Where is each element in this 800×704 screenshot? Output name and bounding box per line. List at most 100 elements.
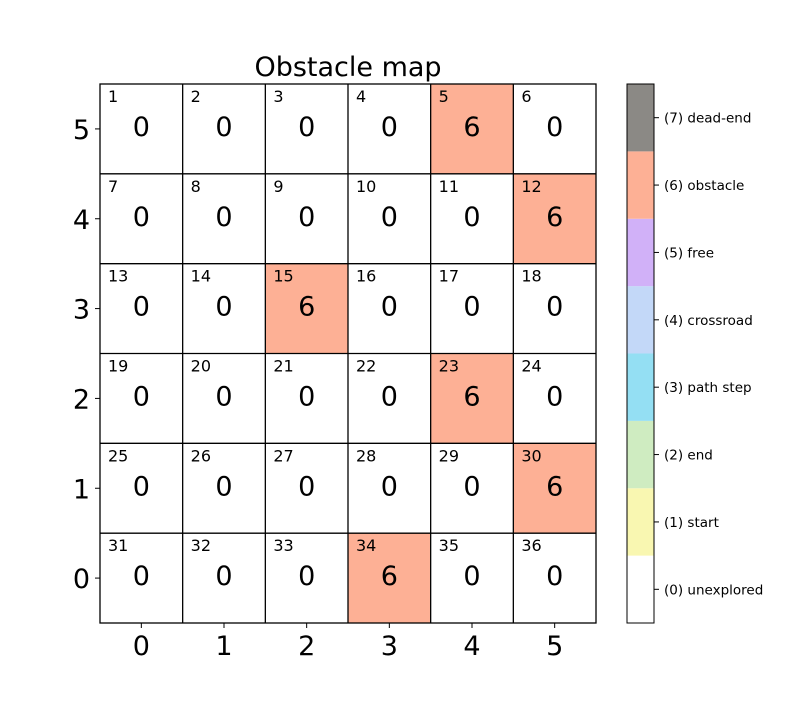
- heatmap-cell: 34 6: [348, 533, 431, 623]
- colorbar-label: (6) obstacle: [664, 178, 744, 194]
- cell-id-label: 35: [439, 536, 459, 555]
- cell-id-label: 6: [521, 87, 531, 106]
- cell-value-label: 0: [463, 561, 480, 592]
- cell-id-label: 27: [273, 446, 293, 465]
- heatmap-cell: 13 0: [100, 263, 183, 354]
- heatmap-cell: 10: [100, 84, 183, 174]
- y-tick-label: 5: [73, 115, 90, 146]
- cell-id-label: 14: [191, 267, 211, 286]
- plot-frame: [99, 83, 597, 624]
- cell-fill: [265, 353, 348, 444]
- colorbar-label: (4) crossroad: [664, 313, 753, 329]
- heatmap-cell: 36 0: [513, 533, 596, 623]
- cell-fill: [182, 173, 266, 264]
- cell-value-label: 0: [298, 202, 315, 233]
- colorbar-frame: [626, 83, 655, 624]
- cell-fill: [265, 533, 348, 623]
- heatmap-cell: 200: [182, 353, 266, 444]
- cell-fill: [430, 353, 514, 444]
- cell-fill: [513, 443, 596, 534]
- y-tick-label: 3: [73, 295, 90, 326]
- chart-title: Obstacle map: [254, 52, 441, 83]
- cell-fill: [100, 353, 183, 444]
- cell-value-label: 0: [546, 381, 563, 412]
- cell-id-label: 18: [521, 267, 541, 286]
- cell-fill: [430, 443, 514, 534]
- cell-value-label: 0: [381, 202, 398, 233]
- cell-value-label: 0: [215, 381, 232, 412]
- heatmap-cell: 90: [265, 173, 348, 264]
- cell-id-label: 29: [439, 446, 459, 465]
- cell-fill: [430, 533, 514, 623]
- y-axis: 5 4 3 2 1 0: [73, 115, 100, 595]
- cell-fill: [265, 84, 348, 174]
- colorbar-label: (5) free: [664, 245, 714, 261]
- cell-fill: [513, 533, 596, 623]
- x-tick-label: 5: [546, 631, 563, 662]
- x-tick-label: 3: [381, 631, 398, 662]
- cell-id-label: 19: [108, 357, 128, 376]
- cell-id-label: 25: [108, 446, 128, 465]
- cell-id-label: 23: [439, 357, 459, 376]
- cell-value-label: 0: [215, 561, 232, 592]
- colorbar-label: (1) start: [664, 515, 719, 531]
- colorbar: (0) unexplored (1) start (2) end (3) path s…: [626, 83, 763, 624]
- cell-fill: [182, 443, 266, 534]
- cell-id-label: 2: [191, 87, 201, 106]
- cell-value-label: 6: [381, 561, 398, 592]
- heatmap-cell: 170: [430, 263, 514, 354]
- cell-fill: [100, 263, 183, 354]
- cell-value-label: 0: [215, 471, 232, 502]
- heatmap-cell: 30: [265, 84, 348, 174]
- cell-id-label: 10: [356, 177, 376, 196]
- cell-fill: [100, 173, 183, 264]
- cell-id-label: 20: [191, 357, 211, 376]
- cell-id-label: 26: [191, 446, 211, 465]
- colorbar-label: (7) dead-end: [664, 111, 751, 127]
- heatmap-cell: 30 6: [513, 443, 596, 534]
- y-tick-label: 2: [73, 384, 90, 415]
- cell-id-label: 5: [439, 87, 449, 106]
- cell-fill: [430, 173, 514, 264]
- colorbar-segment: [627, 151, 654, 219]
- cell-value-label: 6: [463, 112, 480, 143]
- cell-fill: [348, 353, 431, 444]
- cell-id-label: 1: [108, 87, 118, 106]
- cell-id-label: 32: [191, 536, 211, 555]
- cell-id-label: 12: [521, 177, 541, 196]
- cell-fill: [513, 173, 596, 264]
- cell-id-label: 16: [356, 267, 376, 286]
- heatmap-cell: 20: [182, 84, 266, 174]
- heatmap-cell: 33 0: [265, 533, 348, 623]
- colorbar-label: (0) unexplored: [664, 582, 763, 598]
- cell-value-label: 0: [133, 292, 150, 323]
- cell-id-label: 21: [273, 357, 293, 376]
- x-tick-label: 4: [463, 631, 480, 662]
- cell-fill: [430, 84, 514, 174]
- cell-value-label: 0: [298, 471, 315, 502]
- grid-lines: [99, 83, 597, 624]
- cell-id-label: 22: [356, 357, 376, 376]
- cell-id-label: 30: [521, 446, 541, 465]
- cell-fill: [182, 353, 266, 444]
- cell-fill: [265, 263, 348, 354]
- heatmap-cell: 60: [513, 84, 596, 174]
- heatmap-cell: 10 0: [348, 173, 431, 264]
- cell-value-label: 0: [215, 112, 232, 143]
- heatmap-cell: 70: [100, 173, 183, 264]
- heatmap-cell: 25 0: [100, 443, 183, 534]
- heatmap-cell: 15 6: [265, 263, 348, 354]
- heatmap-cell: 236: [430, 353, 514, 444]
- cell-value-label: 6: [463, 381, 480, 412]
- cell-id-label: 17: [439, 267, 459, 286]
- x-axis: 0 1 2 3 4 5: [133, 623, 563, 662]
- heatmap-cell: 260: [182, 443, 266, 534]
- x-tick-label: 0: [133, 631, 150, 662]
- y-tick-label: 1: [73, 474, 90, 505]
- cell-fill: [348, 533, 431, 623]
- heatmap-cell: 22 0: [348, 353, 431, 444]
- heatmap-cell: 290: [430, 443, 514, 534]
- cell-fill: [513, 353, 596, 444]
- cell-id-label: 24: [521, 357, 541, 376]
